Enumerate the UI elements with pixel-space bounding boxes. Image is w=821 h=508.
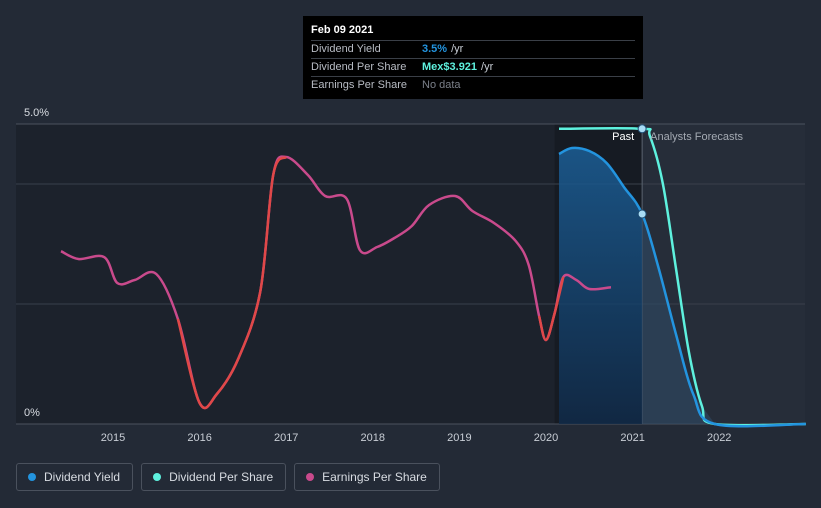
tooltip-date: Feb 09 2021: [311, 24, 374, 36]
x-tick-label: 2018: [361, 432, 385, 444]
earnings-per-share-decline-segment: [176, 155, 288, 410]
data-point-marker: [637, 124, 647, 134]
data-point-marker: [637, 209, 647, 219]
legend-item-dividend-per-share[interactable]: Dividend Per Share: [141, 463, 287, 491]
chart-legend: Dividend Yield Dividend Per Share Earnin…: [16, 463, 440, 491]
legend-dot-icon: [28, 473, 36, 481]
tooltip-unit: /yr: [481, 61, 494, 73]
tooltip-row-dividend-per-share: Dividend Per Share Mex$3.921 /yr: [311, 58, 635, 76]
tooltip-label: Dividend Per Share: [311, 61, 407, 73]
legend-item-earnings-per-share[interactable]: Earnings Per Share: [294, 463, 440, 491]
tooltip-value: 3.5%: [422, 43, 448, 55]
x-tick-label: 2016: [187, 432, 211, 444]
x-tick-label: 2020: [534, 432, 558, 444]
x-tick-label: 2022: [707, 432, 731, 444]
dividend-yield-area: [558, 148, 643, 424]
legend-label: Dividend Yield: [44, 470, 121, 484]
x-tick-label: 2019: [447, 432, 471, 444]
legend-dot-icon: [153, 473, 162, 481]
legend-label: Dividend Per Share: [169, 470, 274, 484]
legend-dot-icon: [306, 473, 315, 481]
legend-label: Earnings Per Share: [322, 470, 427, 484]
forecast-label: Analysts Forecasts: [650, 131, 743, 143]
legend-item-dividend-yield[interactable]: Dividend Yield: [16, 463, 134, 491]
tooltip-unit: /yr: [451, 43, 464, 55]
past-region: [16, 124, 643, 424]
y-tick-label: 0%: [24, 407, 40, 419]
tooltip-label: Dividend Yield: [311, 43, 381, 55]
tooltip-value: Mex$3.921: [422, 61, 478, 73]
y-tick-label: 5.0%: [24, 107, 49, 119]
x-tick-label: 2021: [620, 432, 644, 444]
x-tick-label: 2017: [274, 432, 298, 444]
tooltip-row-earnings-per-share: Earnings Per Share No data: [311, 76, 635, 94]
x-tick-label: 2015: [101, 432, 125, 444]
earnings-per-share-decline-segment: [537, 276, 565, 342]
chart-plot: 5.0% 0% 2015 2016 2017 2018 2019 2020 2021 2022 Pa…: [16, 107, 806, 444]
tooltip-value: No data: [422, 79, 461, 91]
dividend-yield-forecast-area: [642, 214, 715, 424]
chart-tooltip: Feb 09 2021 Dividend Yield 3.5% /yr Divi…: [303, 16, 643, 99]
past-label: Past: [612, 131, 634, 143]
tooltip-row-dividend-yield: Dividend Yield 3.5% /yr: [311, 40, 635, 58]
tooltip-label: Earnings Per Share: [311, 79, 407, 91]
